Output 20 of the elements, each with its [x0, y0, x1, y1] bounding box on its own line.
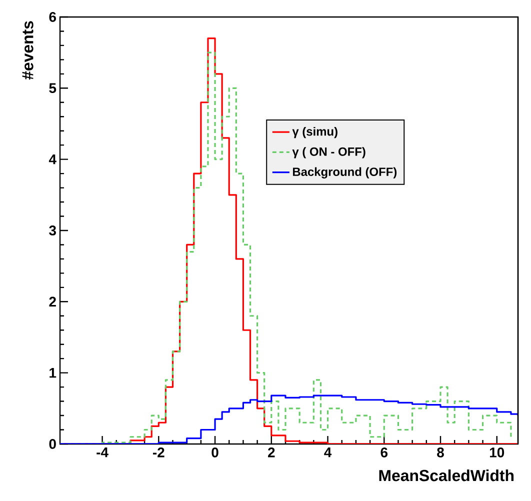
x-tick-label: 10	[490, 447, 504, 458]
y-tick-label: 3	[49, 226, 56, 236]
y-tick-label: 1	[50, 368, 56, 378]
y-axis-title: #events	[22, 21, 34, 80]
x-tick-label: -2	[153, 447, 164, 458]
legend-label: γ (simu)	[292, 126, 338, 138]
legend-label: Background (OFF)	[292, 167, 397, 178]
x-axis-title: MeanScaledWidth	[379, 470, 514, 482]
x-tick-label: 2	[268, 447, 275, 458]
x-tick-label: 8	[437, 447, 444, 458]
y-tick-label: 2	[49, 296, 56, 307]
y-tick-label: 0	[49, 439, 56, 449]
x-tick-label: -4	[96, 448, 108, 458]
x-tick-label: 0	[212, 447, 218, 458]
x-tick-label: 6	[380, 447, 388, 458]
y-tick-label: 4	[48, 154, 56, 164]
x-tick-label: 4	[324, 448, 332, 458]
y-tick-label: 6	[49, 12, 56, 22]
legend-label: γ ( ON - OFF)	[292, 147, 366, 158]
y-tick-label: 5	[49, 83, 56, 94]
